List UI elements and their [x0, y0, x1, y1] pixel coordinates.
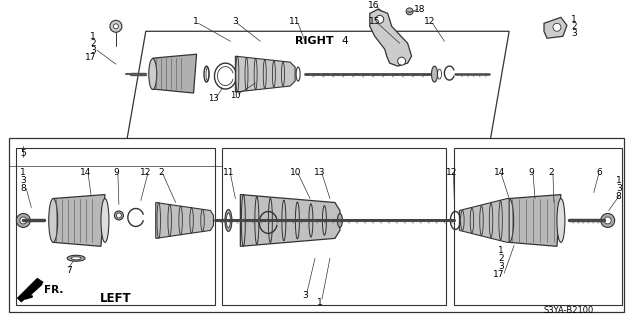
Text: S3YA-B2100: S3YA-B2100 [543, 306, 594, 315]
Ellipse shape [431, 66, 438, 82]
Text: 4: 4 [342, 36, 348, 46]
Bar [454, 148, 621, 305]
Bar [17, 148, 216, 305]
Circle shape [376, 15, 384, 23]
Text: 15: 15 [369, 17, 381, 26]
Text: 9: 9 [528, 168, 534, 177]
Text: 16: 16 [368, 1, 380, 10]
Polygon shape [153, 54, 196, 93]
Text: 2: 2 [571, 22, 577, 31]
Text: 18: 18 [414, 5, 426, 14]
Ellipse shape [557, 198, 565, 242]
Text: FR.: FR. [44, 285, 63, 295]
Bar [223, 148, 447, 305]
Text: 8: 8 [616, 192, 621, 201]
Text: 1: 1 [20, 168, 26, 177]
Circle shape [604, 217, 611, 224]
Text: 10: 10 [291, 168, 302, 177]
Circle shape [406, 8, 413, 15]
Text: RIGHT: RIGHT [295, 36, 333, 46]
Text: 2: 2 [158, 168, 164, 177]
Text: 3: 3 [616, 184, 621, 193]
Circle shape [20, 217, 27, 224]
Polygon shape [236, 56, 295, 92]
Text: 3: 3 [302, 291, 308, 300]
Text: 11: 11 [223, 168, 234, 177]
Text: 12: 12 [140, 168, 152, 177]
Text: 1: 1 [616, 176, 621, 185]
Ellipse shape [71, 257, 81, 260]
Ellipse shape [225, 210, 232, 231]
Ellipse shape [101, 198, 109, 242]
Polygon shape [17, 278, 44, 302]
Circle shape [17, 213, 30, 228]
Ellipse shape [148, 59, 157, 90]
Text: 17: 17 [85, 53, 97, 62]
Text: 3: 3 [232, 17, 238, 26]
Text: 17: 17 [493, 270, 505, 279]
Text: 11: 11 [289, 17, 301, 26]
Polygon shape [156, 203, 214, 238]
Text: 13: 13 [314, 168, 326, 177]
Text: 1: 1 [571, 15, 577, 24]
Polygon shape [126, 31, 509, 146]
Text: 3: 3 [90, 46, 96, 55]
Circle shape [601, 213, 614, 228]
Text: 6: 6 [596, 168, 602, 177]
Text: 10: 10 [230, 92, 241, 100]
Text: 14: 14 [493, 168, 505, 177]
Text: 1: 1 [193, 17, 198, 26]
Text: 13: 13 [208, 94, 219, 103]
Polygon shape [544, 17, 567, 38]
Text: 2: 2 [90, 39, 96, 48]
Text: 3: 3 [571, 29, 577, 38]
Circle shape [113, 24, 118, 29]
Ellipse shape [337, 213, 342, 228]
Text: 7: 7 [67, 266, 72, 275]
Text: 5: 5 [20, 149, 26, 158]
Ellipse shape [227, 213, 230, 228]
Text: 8: 8 [20, 184, 26, 193]
Text: 12: 12 [445, 168, 457, 177]
Text: 1: 1 [317, 298, 323, 307]
Polygon shape [370, 9, 412, 66]
Text: 3: 3 [499, 262, 504, 271]
Circle shape [397, 57, 406, 65]
Ellipse shape [115, 211, 124, 220]
Text: 12: 12 [424, 17, 435, 26]
Text: LEFT: LEFT [100, 292, 132, 305]
Text: 2: 2 [499, 254, 504, 263]
Text: 1: 1 [90, 32, 96, 41]
Circle shape [553, 23, 561, 31]
Circle shape [110, 20, 122, 32]
Bar [10, 138, 623, 312]
Ellipse shape [116, 213, 122, 218]
Polygon shape [460, 198, 509, 242]
Ellipse shape [49, 198, 58, 242]
Text: 14: 14 [81, 168, 92, 177]
Polygon shape [53, 195, 105, 246]
Text: 1: 1 [499, 246, 504, 255]
Text: 2: 2 [548, 168, 554, 177]
Text: 9: 9 [113, 168, 119, 177]
Polygon shape [241, 195, 340, 246]
Text: 3: 3 [20, 176, 26, 185]
Ellipse shape [67, 255, 85, 261]
Polygon shape [509, 195, 561, 246]
Ellipse shape [505, 198, 514, 242]
